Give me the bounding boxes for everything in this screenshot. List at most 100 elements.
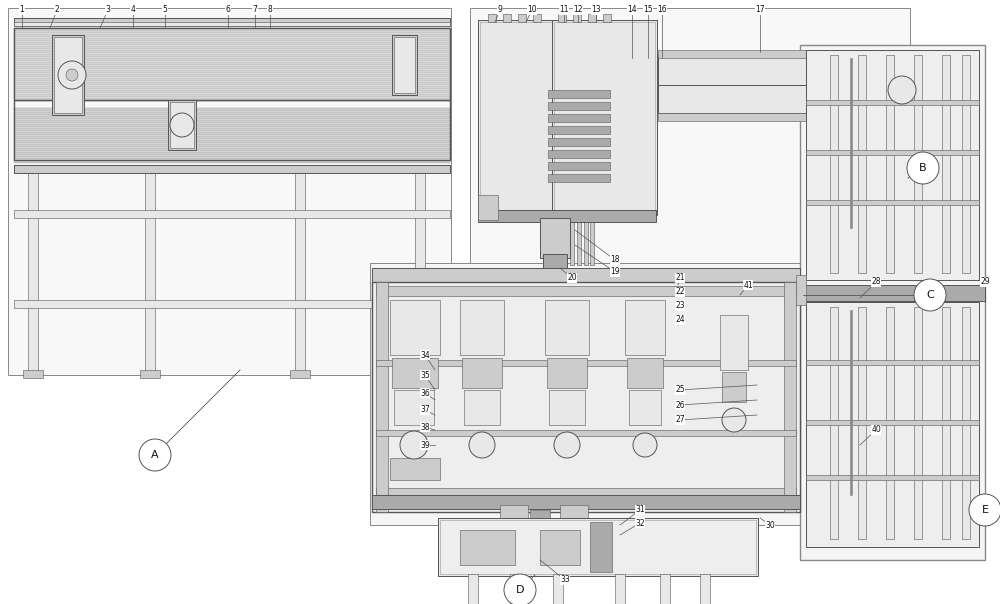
- Circle shape: [914, 279, 946, 311]
- Bar: [588, 14, 596, 22]
- Bar: [14, 36, 450, 39]
- Bar: [376, 286, 796, 296]
- Bar: [14, 120, 450, 123]
- Text: 9: 9: [498, 5, 502, 14]
- Text: 26: 26: [675, 400, 685, 410]
- Text: 15: 15: [643, 5, 653, 14]
- Text: 30: 30: [765, 521, 775, 530]
- Text: 24: 24: [675, 315, 685, 324]
- Bar: [548, 174, 610, 182]
- Bar: [806, 475, 979, 480]
- Bar: [548, 162, 610, 170]
- Bar: [14, 210, 450, 218]
- Bar: [438, 518, 758, 576]
- Text: 7: 7: [253, 5, 257, 14]
- Text: 28: 28: [871, 277, 881, 286]
- Bar: [543, 254, 567, 280]
- Bar: [14, 60, 450, 63]
- Bar: [462, 358, 502, 388]
- Text: 3: 3: [106, 5, 110, 14]
- Bar: [14, 100, 450, 160]
- Bar: [547, 358, 587, 388]
- Bar: [806, 302, 979, 547]
- Bar: [548, 150, 610, 158]
- Bar: [500, 505, 528, 523]
- Text: 13: 13: [591, 5, 601, 14]
- Bar: [14, 44, 450, 47]
- Bar: [806, 50, 979, 280]
- Bar: [518, 14, 526, 22]
- Text: A: A: [151, 450, 159, 460]
- Bar: [503, 14, 511, 22]
- Bar: [290, 370, 310, 378]
- Bar: [850, 310, 852, 495]
- Bar: [14, 40, 450, 43]
- Bar: [14, 76, 450, 79]
- Circle shape: [633, 433, 657, 457]
- Bar: [806, 150, 979, 155]
- Bar: [658, 85, 903, 113]
- Bar: [14, 32, 450, 35]
- Text: 4: 4: [131, 5, 135, 14]
- Bar: [858, 55, 866, 273]
- Bar: [14, 156, 450, 159]
- Bar: [893, 50, 911, 130]
- Text: 8: 8: [268, 5, 272, 14]
- Bar: [394, 390, 434, 425]
- Bar: [577, 215, 581, 265]
- Text: 6: 6: [226, 5, 230, 14]
- Bar: [14, 144, 450, 147]
- Bar: [28, 170, 38, 375]
- Bar: [806, 100, 979, 105]
- Text: 10: 10: [527, 5, 537, 14]
- Bar: [556, 215, 560, 265]
- Circle shape: [504, 574, 536, 604]
- Bar: [488, 14, 496, 22]
- Bar: [942, 55, 950, 273]
- Bar: [14, 72, 450, 75]
- Bar: [858, 307, 866, 539]
- Bar: [14, 80, 450, 83]
- Bar: [14, 124, 450, 127]
- Bar: [372, 268, 800, 282]
- Bar: [376, 360, 796, 366]
- Bar: [14, 92, 450, 95]
- Bar: [806, 200, 979, 205]
- Bar: [14, 160, 450, 163]
- Text: 2: 2: [55, 5, 59, 14]
- Bar: [720, 315, 748, 370]
- Bar: [370, 263, 802, 525]
- Circle shape: [907, 152, 939, 184]
- Circle shape: [66, 69, 78, 81]
- Bar: [14, 116, 450, 119]
- Bar: [563, 215, 567, 265]
- Bar: [14, 18, 450, 26]
- Circle shape: [888, 76, 916, 104]
- Bar: [14, 68, 450, 71]
- Circle shape: [969, 494, 1000, 526]
- Bar: [14, 84, 450, 87]
- Bar: [573, 14, 581, 22]
- Bar: [295, 170, 305, 375]
- Bar: [722, 372, 746, 402]
- Bar: [14, 300, 450, 308]
- Circle shape: [554, 432, 580, 458]
- Bar: [14, 52, 450, 55]
- Text: 31: 31: [635, 506, 645, 515]
- Bar: [14, 96, 450, 99]
- Bar: [14, 165, 450, 173]
- Text: 12: 12: [573, 5, 583, 14]
- Bar: [52, 35, 84, 115]
- Bar: [480, 22, 594, 213]
- Bar: [549, 390, 585, 425]
- Bar: [806, 420, 979, 425]
- Bar: [615, 574, 625, 604]
- Bar: [145, 170, 155, 375]
- Bar: [570, 215, 574, 265]
- Bar: [470, 8, 910, 280]
- Bar: [603, 14, 611, 22]
- Bar: [478, 210, 656, 222]
- Bar: [540, 218, 570, 258]
- Bar: [14, 136, 450, 139]
- Text: 14: 14: [627, 5, 637, 14]
